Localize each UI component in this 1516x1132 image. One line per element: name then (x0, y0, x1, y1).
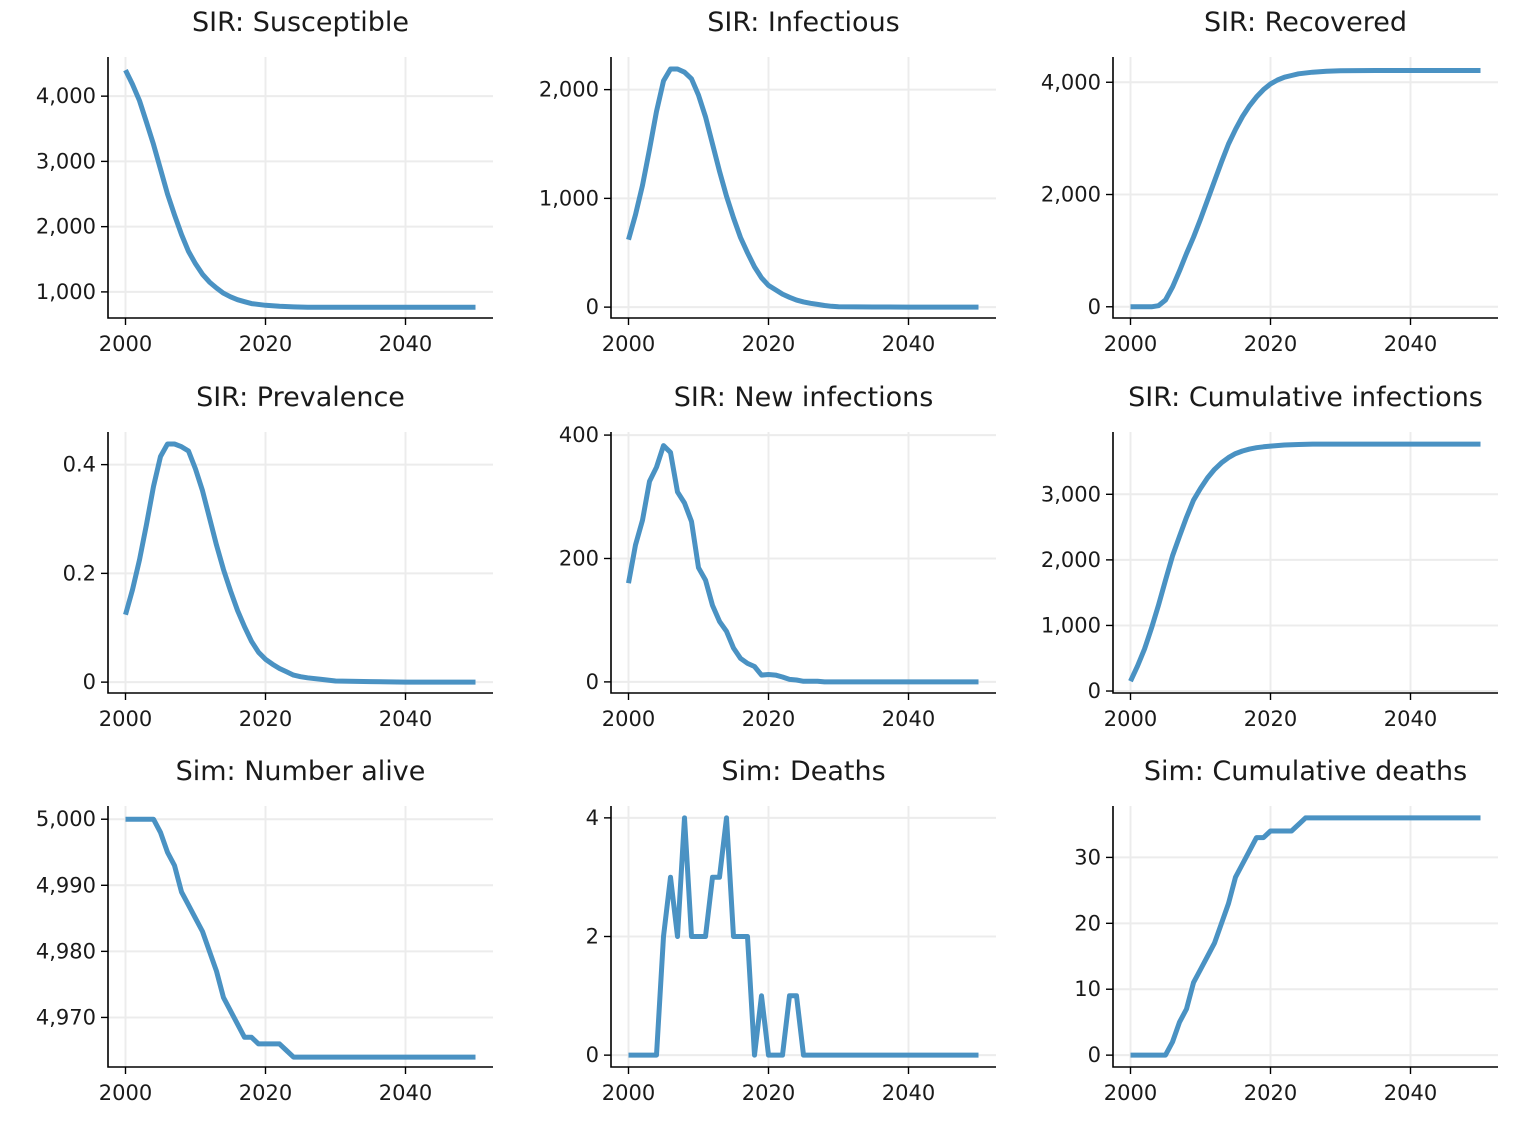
y-tick-label: 4,000 (1041, 70, 1101, 94)
y-tick-label: 2,000 (36, 215, 96, 239)
y-tick-label: 0.4 (63, 453, 96, 477)
x-tick-label: 2000 (602, 332, 655, 356)
chart-panel-1: 2000 2020 2040 1,000 2,000 3,000 4,000 SIR: Sus… (36, 7, 493, 356)
y-tick-label: 1,000 (36, 280, 96, 304)
chart-title: Sim: Deaths (721, 756, 885, 787)
series-line (125, 816, 476, 1060)
y-tick-label: 0 (586, 670, 599, 694)
y-tick-label: 4,970 (36, 1005, 96, 1029)
x-tick-label: 2000 (602, 1081, 655, 1105)
axis-spines (1112, 432, 1498, 694)
axis-spines (610, 432, 996, 694)
series-line (123, 441, 476, 685)
y-tick-label: 4 (586, 806, 599, 830)
x-tick-label: 2000 (1104, 707, 1157, 731)
y-tick-label: 4,000 (36, 84, 96, 108)
x-tick-label: 2020 (1244, 707, 1297, 731)
y-tick-label: 0 (83, 670, 96, 694)
y-tick-label: 3,000 (36, 149, 96, 173)
x-tick-label: 2040 (1384, 1081, 1437, 1105)
x-tick-label: 2040 (379, 707, 432, 731)
chart-title: Sim: Cumulative deaths (1144, 756, 1467, 787)
y-tick-label: 5,000 (36, 807, 96, 831)
chart-title: SIR: Prevalence (196, 382, 405, 413)
chart-title: Sim: Number alive (176, 756, 426, 787)
x-tick-label: 2020 (239, 332, 292, 356)
axis-spines (107, 432, 493, 694)
series-line (1130, 68, 1481, 310)
y-tick-label: 4,990 (36, 873, 96, 897)
y-tick-label: 0.2 (63, 561, 96, 585)
y-tick-label: 4,980 (36, 939, 96, 963)
y-tick-label: 2 (586, 925, 599, 949)
series-line (626, 66, 979, 310)
chart-panel-2: 2000 2020 2040 0 1,000 2,000 SIR: Infectious (539, 7, 996, 356)
x-tick-label: 2000 (1104, 1081, 1157, 1105)
x-tick-label: 2020 (742, 1081, 795, 1105)
y-tick-label: 3,000 (1041, 482, 1101, 506)
y-tick-label: 400 (559, 423, 599, 447)
series-line (123, 69, 476, 310)
chart-title: SIR: Infectious (707, 7, 900, 38)
chart-panel-9: 2000 2020 2040 0 10 20 30 Sim: Cumulative death… (1074, 756, 1498, 1105)
y-tick-label: 0 (586, 295, 599, 319)
series-line (628, 815, 979, 1058)
axis-spines (107, 806, 493, 1068)
x-tick-label: 2020 (239, 707, 292, 731)
x-tick-label: 2000 (602, 707, 655, 731)
chart-panel-3: 2000 2020 2040 0 2,000 4,000 SIR: Recovered (1041, 7, 1498, 356)
x-tick-label: 2020 (1244, 332, 1297, 356)
chart-title: SIR: New infections (674, 382, 934, 413)
y-tick-label: 1,000 (539, 186, 599, 210)
x-tick-label: 2040 (1384, 707, 1437, 731)
chart-panel-4: 2000 2020 2040 0 0.2 0.4 SIR: Prevalence (63, 382, 493, 731)
chart-panel-5: 2000 2020 2040 0 200 400 SIR: New infections (559, 382, 996, 731)
chart-title: SIR: Susceptible (192, 7, 409, 38)
x-tick-label: 2020 (742, 707, 795, 731)
x-tick-label: 2040 (1384, 332, 1437, 356)
x-tick-label: 2040 (882, 1081, 935, 1105)
y-tick-label: 20 (1074, 911, 1101, 935)
x-tick-label: 2020 (1244, 1081, 1297, 1105)
chart-panel-8: 2000 2020 2040 0 2 4 Sim: Deaths (586, 756, 996, 1105)
y-tick-label: 200 (559, 546, 599, 570)
series-line (626, 443, 979, 685)
x-tick-label: 2000 (99, 1081, 152, 1105)
x-tick-label: 2040 (379, 332, 432, 356)
x-tick-label: 2020 (239, 1081, 292, 1105)
chart-panel-7: 2000 2020 2040 4,970 4,980 4,990 5,000 Sim: Num… (36, 756, 493, 1105)
x-tick-label: 2000 (99, 332, 152, 356)
y-tick-label: 0 (1088, 679, 1101, 703)
axis-spines (610, 57, 996, 319)
y-tick-label: 2,000 (539, 78, 599, 102)
x-tick-label: 2040 (379, 1081, 432, 1105)
y-tick-label: 0 (586, 1043, 599, 1067)
axis-spines (610, 806, 996, 1068)
series-line (1130, 815, 1481, 1058)
x-tick-label: 2040 (882, 332, 935, 356)
y-tick-label: 0 (1088, 295, 1101, 319)
y-tick-label: 2,000 (1041, 183, 1101, 207)
y-tick-label: 10 (1074, 977, 1101, 1001)
x-tick-label: 2000 (1104, 332, 1157, 356)
y-tick-label: 0 (1088, 1043, 1101, 1067)
x-tick-label: 2020 (742, 332, 795, 356)
axis-spines (107, 57, 493, 319)
axis-spines (1112, 57, 1498, 319)
series-line (1128, 441, 1481, 683)
x-tick-label: 2000 (99, 707, 152, 731)
chart-title: SIR: Cumulative infections (1128, 382, 1483, 413)
chart-panel-6: 2000 2020 2040 0 1,000 2,000 3,000 SIR: Cumulat… (1041, 382, 1498, 731)
y-tick-label: 30 (1074, 845, 1101, 869)
y-tick-label: 2,000 (1041, 548, 1101, 572)
axis-spines (1112, 806, 1498, 1068)
chart-title: SIR: Recovered (1204, 7, 1407, 38)
y-tick-label: 1,000 (1041, 613, 1101, 637)
x-tick-label: 2040 (882, 707, 935, 731)
